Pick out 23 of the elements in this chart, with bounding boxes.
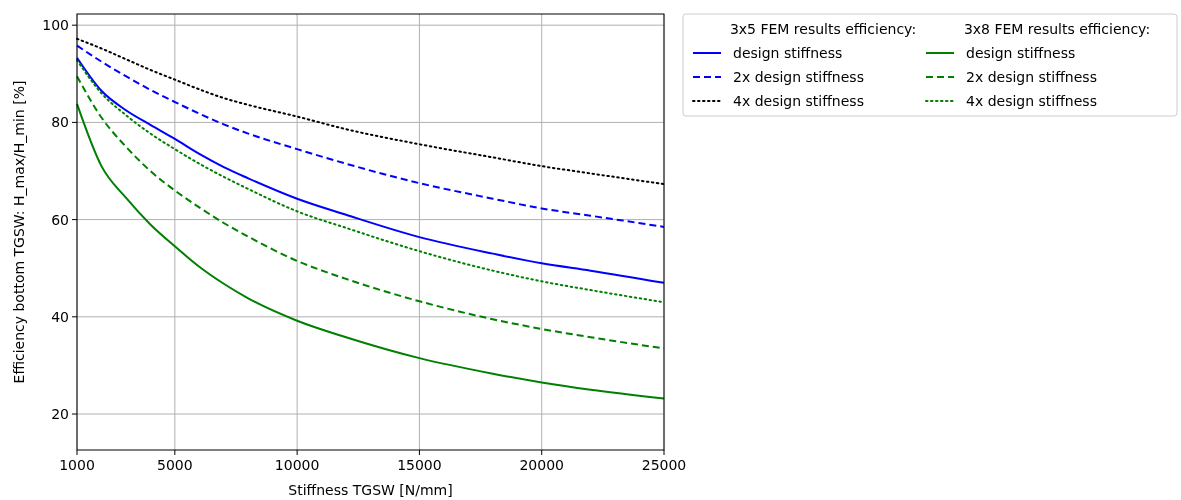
legend-label: design stiffness [733, 45, 843, 61]
y-tick-label: 20 [51, 406, 69, 423]
line-series [76, 102, 665, 400]
y-axis-title: Efficiency bottom TGSW: H_max/H_min [%] [11, 80, 27, 384]
legend-label: 2x design stiffness [733, 69, 864, 85]
legend-label: 2x design stiffness [966, 69, 1097, 85]
y-tick-label: 80 [51, 114, 69, 131]
legend-label: design stiffness [966, 45, 1076, 61]
x-tick-label: 25000 [641, 457, 687, 473]
text: 3x8 FEM results efficiency: [963, 21, 1151, 37]
x-tick-label: 15000 [397, 457, 442, 473]
x-tick-label: 20000 [519, 457, 564, 473]
legend-label: 4x design stiffness [733, 93, 864, 109]
x-tick-label: 1000 [59, 457, 95, 473]
y-tick-label: 60 [51, 211, 69, 228]
text: 3x5 FEM results efficiency: [729, 21, 917, 37]
line-series [76, 44, 665, 228]
legend-label: 4x design stiffness [966, 93, 1097, 109]
x-tick-label: 5000 [157, 457, 193, 473]
x-axis-title: Stiffness TGSW [N/mm] [288, 482, 453, 498]
x-tick-label: 10000 [274, 457, 320, 473]
y-tick-label: 100 [42, 17, 69, 34]
y-tick-label: 40 [51, 308, 69, 325]
